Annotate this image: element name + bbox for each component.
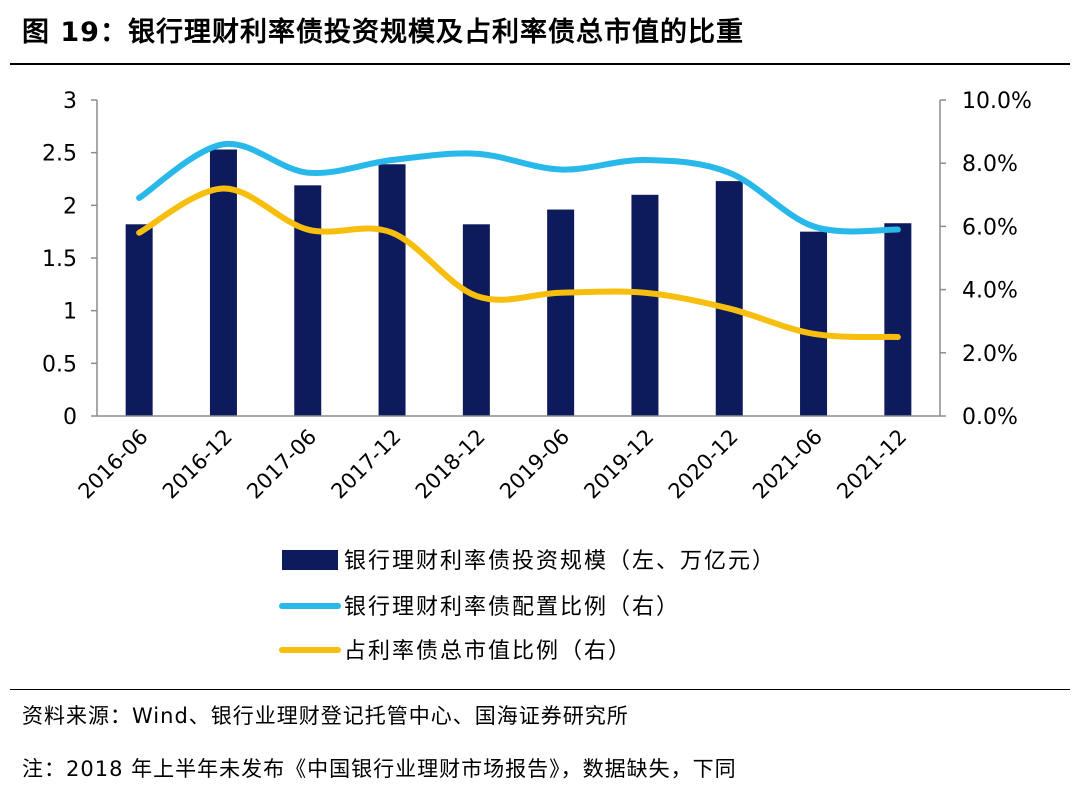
right-tick-label: 0.0% xyxy=(962,405,1018,430)
source-note: 资料来源：Wind、银行业理财登记托管中心、国海证券研究所 xyxy=(22,704,629,728)
right-tick-label: 10.0% xyxy=(962,89,1032,114)
bar-series xyxy=(125,149,912,417)
bar xyxy=(884,223,912,416)
bar xyxy=(631,194,659,416)
top-divider xyxy=(10,63,1070,65)
page-title: 图 19：银行理财利率债投资规模及占利率债总市值的比重 xyxy=(22,17,744,48)
x-tick-label: 2021-12 xyxy=(832,425,911,504)
x-tick-label: 2021-06 xyxy=(748,425,827,504)
legend: 银行理财利率债投资规模（左、万亿元） 银行理财利率债配置比例（右） 占利率债总市值比… xyxy=(279,549,776,664)
x-tick-label: 2020-12 xyxy=(664,425,743,504)
left-axis-ticks: 0 0.5 1 1.5 2 2.5 3 xyxy=(42,89,77,430)
legend-label: 银行理财利率债投资规模（左、万亿元） xyxy=(344,549,776,574)
x-tick-label: 2017-12 xyxy=(327,425,406,504)
bar xyxy=(547,209,575,416)
left-tick-label: 1.5 xyxy=(42,247,77,272)
left-tick-label: 1 xyxy=(63,300,77,325)
line-series xyxy=(136,140,901,341)
legend-label: 占利率债总市值比例（右） xyxy=(344,639,632,664)
x-tick-label: 2019-06 xyxy=(495,425,574,504)
legend-swatch-bar xyxy=(282,550,338,570)
x-tick-label: 2018-12 xyxy=(411,425,490,504)
left-tick-label: 3 xyxy=(63,89,77,114)
x-tick-label: 2017-06 xyxy=(242,425,321,504)
left-tick-label: 0 xyxy=(63,405,77,430)
axes xyxy=(91,99,946,417)
x-tick-label: 2019-12 xyxy=(579,425,658,504)
bar xyxy=(462,224,490,416)
bar xyxy=(715,181,743,416)
bar xyxy=(209,149,237,417)
bar xyxy=(378,164,406,416)
right-axis-ticks: 0.0% 2.0% 4.0% 6.0% 8.0% 10.0% xyxy=(962,89,1032,430)
left-tick-label: 0.5 xyxy=(42,352,77,377)
bar xyxy=(125,224,153,416)
right-tick-label: 2.0% xyxy=(962,342,1018,367)
left-tick-label: 2.5 xyxy=(42,142,77,167)
bar xyxy=(800,231,828,416)
right-tick-label: 8.0% xyxy=(962,152,1018,177)
allocation-ratio-line xyxy=(136,140,901,235)
chart: 00.511.522.53 0.0%2.0%4.0%6.0%8.0%10.0% … xyxy=(42,89,1032,664)
right-tick-label: 4.0% xyxy=(962,279,1018,304)
x-axis-ticks: 2016-06 2016-12 2017-06 2017-12 2018-12 2019-… xyxy=(74,425,912,504)
bottom-divider xyxy=(10,689,1070,690)
market-share-line xyxy=(136,185,901,341)
right-tick-label: 6.0% xyxy=(962,215,1018,240)
x-tick-label: 2016-12 xyxy=(158,425,237,504)
legend-label: 银行理财利率债配置比例（右） xyxy=(344,595,680,620)
x-tick-label: 2016-06 xyxy=(74,425,153,504)
bar xyxy=(294,185,322,416)
footnote: 注：2018 年上半年未发布《中国银行业理财市场报告》，数据缺失，下同 xyxy=(22,757,737,781)
left-tick-label: 2 xyxy=(63,194,77,219)
